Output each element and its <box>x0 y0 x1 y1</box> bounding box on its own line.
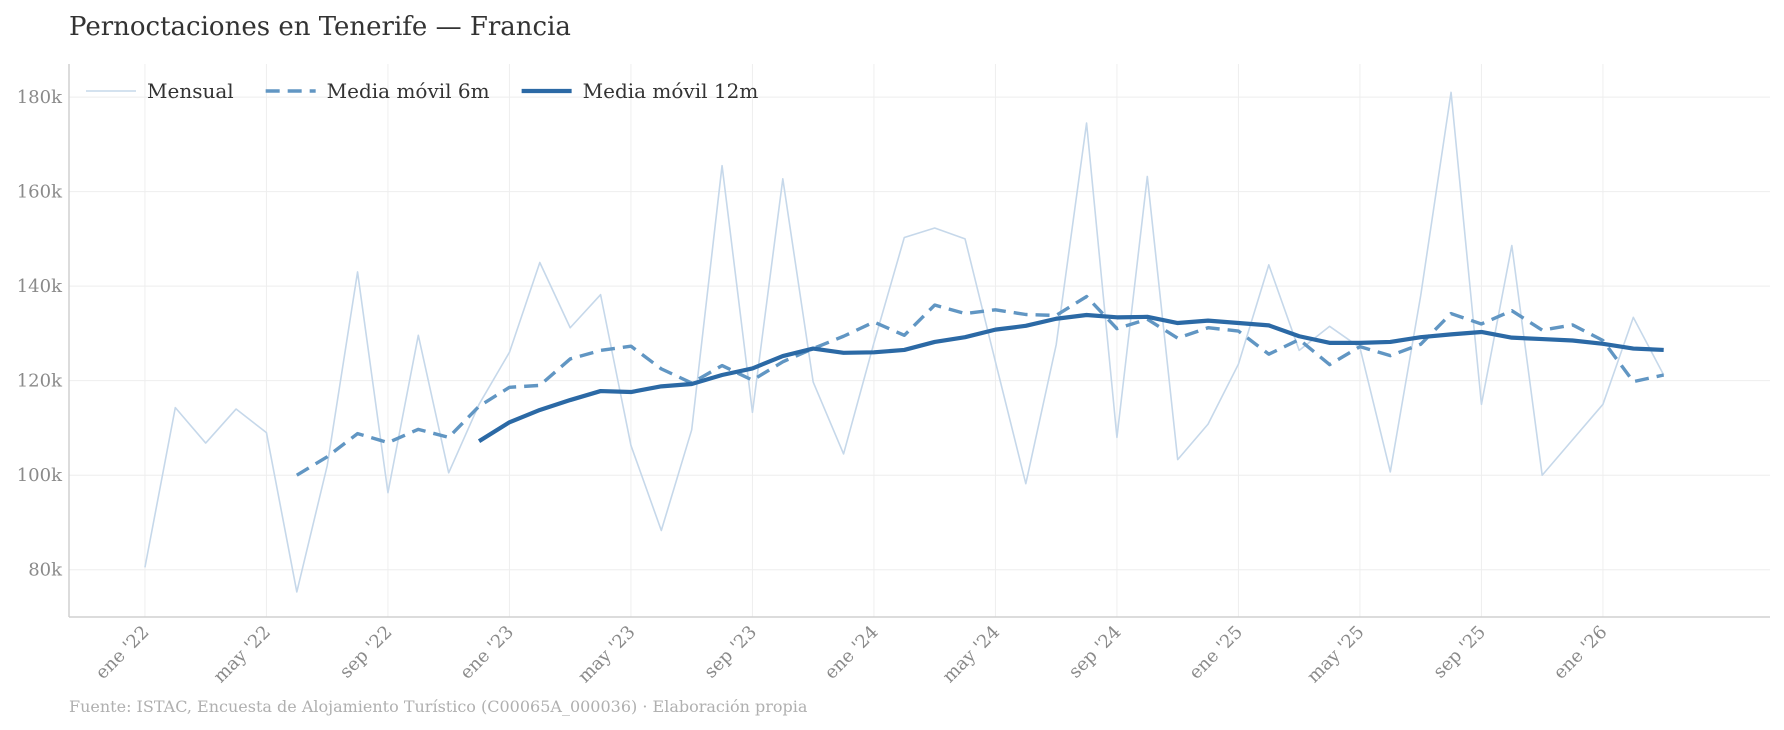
x-tick-label: ene '25 <box>1185 622 1247 684</box>
y-tick-labels: 80k 100k 120k 140k 160k 180k <box>17 87 63 581</box>
grid <box>69 64 1770 617</box>
x-tick-label: may '22 <box>210 622 275 687</box>
legend-label: Mensual <box>147 79 234 103</box>
y-tick-label: 140k <box>17 276 63 297</box>
series-line-1 <box>144 91 1665 593</box>
y-tick-label: 120k <box>17 371 63 392</box>
chart-title: Pernoctaciones en Tenerife — Francia <box>69 12 571 42</box>
x-tick-label: may '25 <box>1303 622 1368 687</box>
series-line-3 <box>477 312 1664 443</box>
axes <box>68 64 1770 618</box>
y-tick-label: 180k <box>17 87 63 108</box>
x-tick-label: sep '24 <box>1065 622 1126 683</box>
x-tick-label: ene '24 <box>821 622 883 684</box>
legend-label: Media móvil 6m <box>327 79 490 103</box>
x-tick-label: may '24 <box>939 622 1004 687</box>
series-line-2 <box>295 294 1665 477</box>
x-tick-label: sep '23 <box>700 622 761 683</box>
x-tick-label: ene '26 <box>1550 622 1612 684</box>
y-tick-label: 100k <box>17 465 63 486</box>
x-tick-label: may '23 <box>574 622 639 687</box>
y-tick-label: 80k <box>28 560 63 581</box>
legend-label: Media móvil 12m <box>583 79 759 103</box>
x-tick-label: ene '23 <box>456 622 518 684</box>
x-tick-label: sep '22 <box>336 622 397 683</box>
x-tick-label: sep '25 <box>1429 622 1490 683</box>
series <box>144 91 1665 593</box>
x-tick-labels: ene '22 may '22 sep '22 ene '23 may '23 sep '… <box>92 622 1612 687</box>
legend: Mensual Media móvil 6m Media móvil 12m <box>86 79 758 103</box>
x-tick-label: ene '22 <box>92 622 154 684</box>
source-note: Fuente: ISTAC, Encuesta de Alojamiento T… <box>69 697 808 716</box>
y-tick-label: 160k <box>17 182 63 203</box>
